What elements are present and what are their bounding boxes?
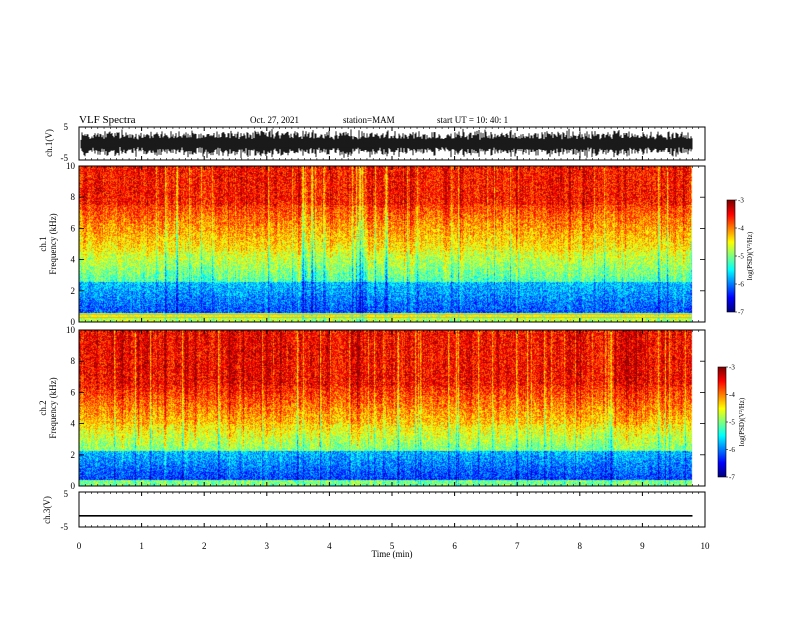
ch2-spectrogram-image xyxy=(79,330,705,486)
ch1-spec-ylabel-2: Frequency (kHz) xyxy=(48,213,58,274)
ch3-ytick-top: 5 xyxy=(64,489,69,499)
ch2-spec-ylabel-2: Frequency (kHz) xyxy=(48,377,58,438)
ch2-spec-ytick-label: 10 xyxy=(66,325,76,335)
ch2-colorbar-tick-label: -6 xyxy=(729,446,735,454)
ch1-colorbar-tick-label: -5 xyxy=(738,253,744,261)
ch2-spec-ytick-label: 2 xyxy=(71,450,76,460)
start-time-label: start UT = 10: 40: 1 xyxy=(437,115,508,125)
ch3-ylabel: ch.3(V) xyxy=(42,496,52,524)
ch2-spec-ytick-label: 8 xyxy=(71,356,76,366)
figure-title: VLF Spectra xyxy=(79,114,136,126)
ch1-colorbar-holder xyxy=(727,200,735,312)
time-axis-label: Time (min) xyxy=(372,549,413,559)
ch1-colorbar xyxy=(727,200,735,312)
time-tick-label: 8 xyxy=(578,541,583,551)
time-axis-ticks xyxy=(78,127,706,527)
ch2-colorbar-holder xyxy=(718,367,726,477)
ch1-colorbar-tick-label: -6 xyxy=(738,281,744,289)
time-axis-tick-labels: 0 1 2 3 4 5 6 7 8 9 10 xyxy=(77,541,710,551)
ch3-frame xyxy=(78,491,706,528)
ch1-waveform-path xyxy=(80,128,693,159)
ch1-spec-ytick-label: 8 xyxy=(71,192,76,202)
ch2-colorbar-tick-label: -3 xyxy=(729,364,735,372)
ch1-colorbar-tick-label: -3 xyxy=(738,197,744,205)
ch1-spec-ytick-label: 2 xyxy=(71,286,76,296)
time-tick-label: 5 xyxy=(390,541,395,551)
ch1-colorbar-label: log(PSD)(V²/Hz) xyxy=(746,231,754,280)
ch1-ytick-bottom: -5 xyxy=(61,153,69,163)
ch2-colorbar xyxy=(718,367,726,477)
ch2-spec-ytick-label: 4 xyxy=(71,419,76,429)
ch2-spec-ytick-label: 0 xyxy=(71,481,76,491)
time-tick-label: 7 xyxy=(515,541,520,551)
ch1-colorbar-tick-label: -4 xyxy=(738,225,744,233)
ch1-waveform-trace xyxy=(80,128,693,159)
station-label: station=MAM xyxy=(343,115,395,125)
ch1-colorbar-tick-label: -7 xyxy=(738,309,744,317)
ch1-spec-ylabel-1: ch.1 xyxy=(38,236,48,251)
ch1-spec-ytick-label: 10 xyxy=(66,161,76,171)
ch2-colorbar-tick-label: -7 xyxy=(729,474,735,482)
ch2-colorbar-label: log(PSD)(V²/Hz) xyxy=(738,397,746,446)
time-tick-label: 0 xyxy=(77,541,82,551)
ch2-spec-ytick-label: 6 xyxy=(71,387,76,397)
ch1-ytick-top: 5 xyxy=(64,122,69,132)
time-tick-label: 3 xyxy=(265,541,270,551)
ch1-spec-ytick-label: 4 xyxy=(71,255,76,265)
time-tick-label: 6 xyxy=(452,541,457,551)
ch2-colorbar-tick-label: -4 xyxy=(729,391,735,399)
time-tick-label: 4 xyxy=(327,541,332,551)
time-tick-label: 1 xyxy=(139,541,144,551)
ch1-spec-ytick-label: 6 xyxy=(71,223,76,233)
time-tick-label: 2 xyxy=(202,541,207,551)
ch1-waveform-panel: 5 -5 ch.1(V) xyxy=(44,122,706,163)
ch1-ylabel: ch.1(V) xyxy=(44,129,54,157)
date-label: Oct. 27, 2021 xyxy=(250,115,299,125)
ch2-spectrogram-image-holder xyxy=(79,330,705,486)
ch1-spectrogram-image xyxy=(79,166,705,322)
time-tick-label: 10 xyxy=(701,541,711,551)
ch1-spectrogram-image-holder xyxy=(79,166,705,322)
ch1-spec-ytick-label: 0 xyxy=(71,317,76,327)
ch3-ytick-bottom: -5 xyxy=(61,522,69,532)
time-tick-label: 9 xyxy=(640,541,645,551)
ch2-colorbar-tick-label: -5 xyxy=(729,419,735,427)
ch2-spec-ylabel-1: ch.2 xyxy=(38,400,48,415)
